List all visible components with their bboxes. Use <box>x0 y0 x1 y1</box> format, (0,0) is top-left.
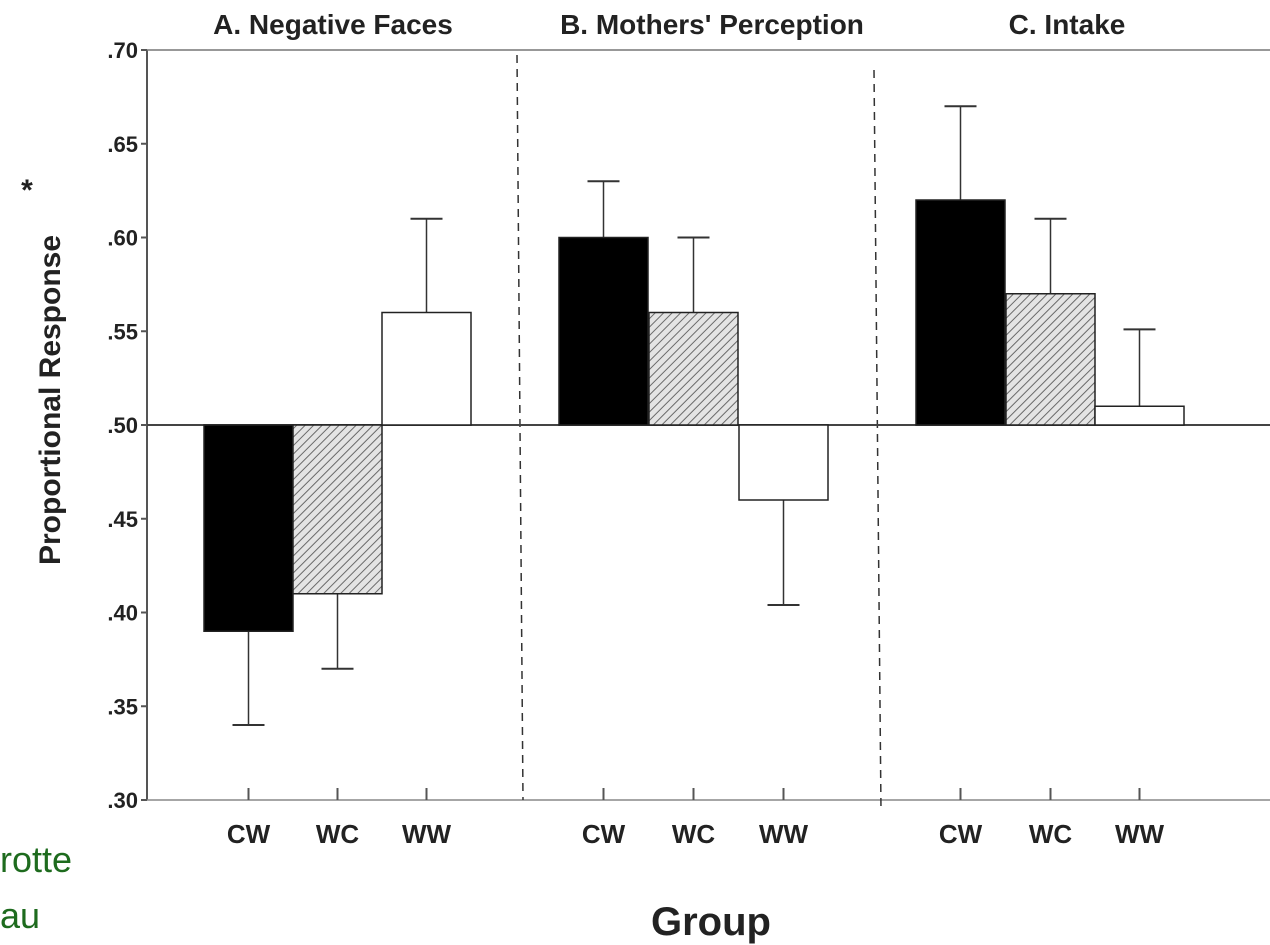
y-tick-label: .40 <box>107 601 138 626</box>
y-tick-label: .35 <box>107 694 138 719</box>
left-text-fragment-1: rotte <box>0 839 73 880</box>
panel-a-ww-bar <box>381 311 472 426</box>
y-tick-label: .30 <box>107 788 138 813</box>
y-axis-label-asterisk: * <box>21 174 33 207</box>
panel-divider-bc <box>873 69 882 811</box>
panel-c-wc-bar <box>1005 293 1096 426</box>
y-axis-label: Proportional Response <box>34 235 67 565</box>
panel-c-cw-bar <box>915 199 1006 426</box>
panel-a-wc-bar <box>292 424 383 595</box>
y-tick-label: .60 <box>107 226 138 251</box>
y-tick-label: .50 <box>107 413 138 438</box>
panel-b-ww-category-label: WW <box>759 819 809 849</box>
panel-c-ww-category-label: WW <box>1115 819 1165 849</box>
panel-a-wc-category-label: WC <box>316 819 360 849</box>
panel-a-cw-bar <box>203 424 294 632</box>
panel-b-ww-bar <box>738 424 829 501</box>
x-axis-label: Group <box>651 900 771 944</box>
panel-divider-ab <box>516 54 524 801</box>
panel-a-cw-category-label: CW <box>227 819 271 849</box>
panel-b-cw-bar <box>558 236 649 426</box>
panel-b-wc-bar <box>648 311 739 426</box>
y-tick-label: .70 <box>107 38 138 63</box>
y-tick-label: .65 <box>107 132 138 157</box>
panel-c-wc-category-label: WC <box>1029 819 1073 849</box>
y-tick-label: .55 <box>107 319 138 344</box>
left-text-fragment-2: au <box>0 895 41 936</box>
panel-c-ww-bar <box>1094 405 1185 426</box>
y-tick-label: .45 <box>107 507 138 532</box>
panel-b-cw-category-label: CW <box>582 819 626 849</box>
panel-c-cw-category-label: CW <box>939 819 983 849</box>
panel-title-b: B. Mothers' Perception <box>560 9 864 40</box>
panel-title-c: C. Intake <box>1009 9 1126 40</box>
panel-b-wc-category-label: WC <box>672 819 716 849</box>
panel-a-ww-category-label: WW <box>402 819 452 849</box>
panel-title-a: A. Negative Faces <box>213 9 453 40</box>
